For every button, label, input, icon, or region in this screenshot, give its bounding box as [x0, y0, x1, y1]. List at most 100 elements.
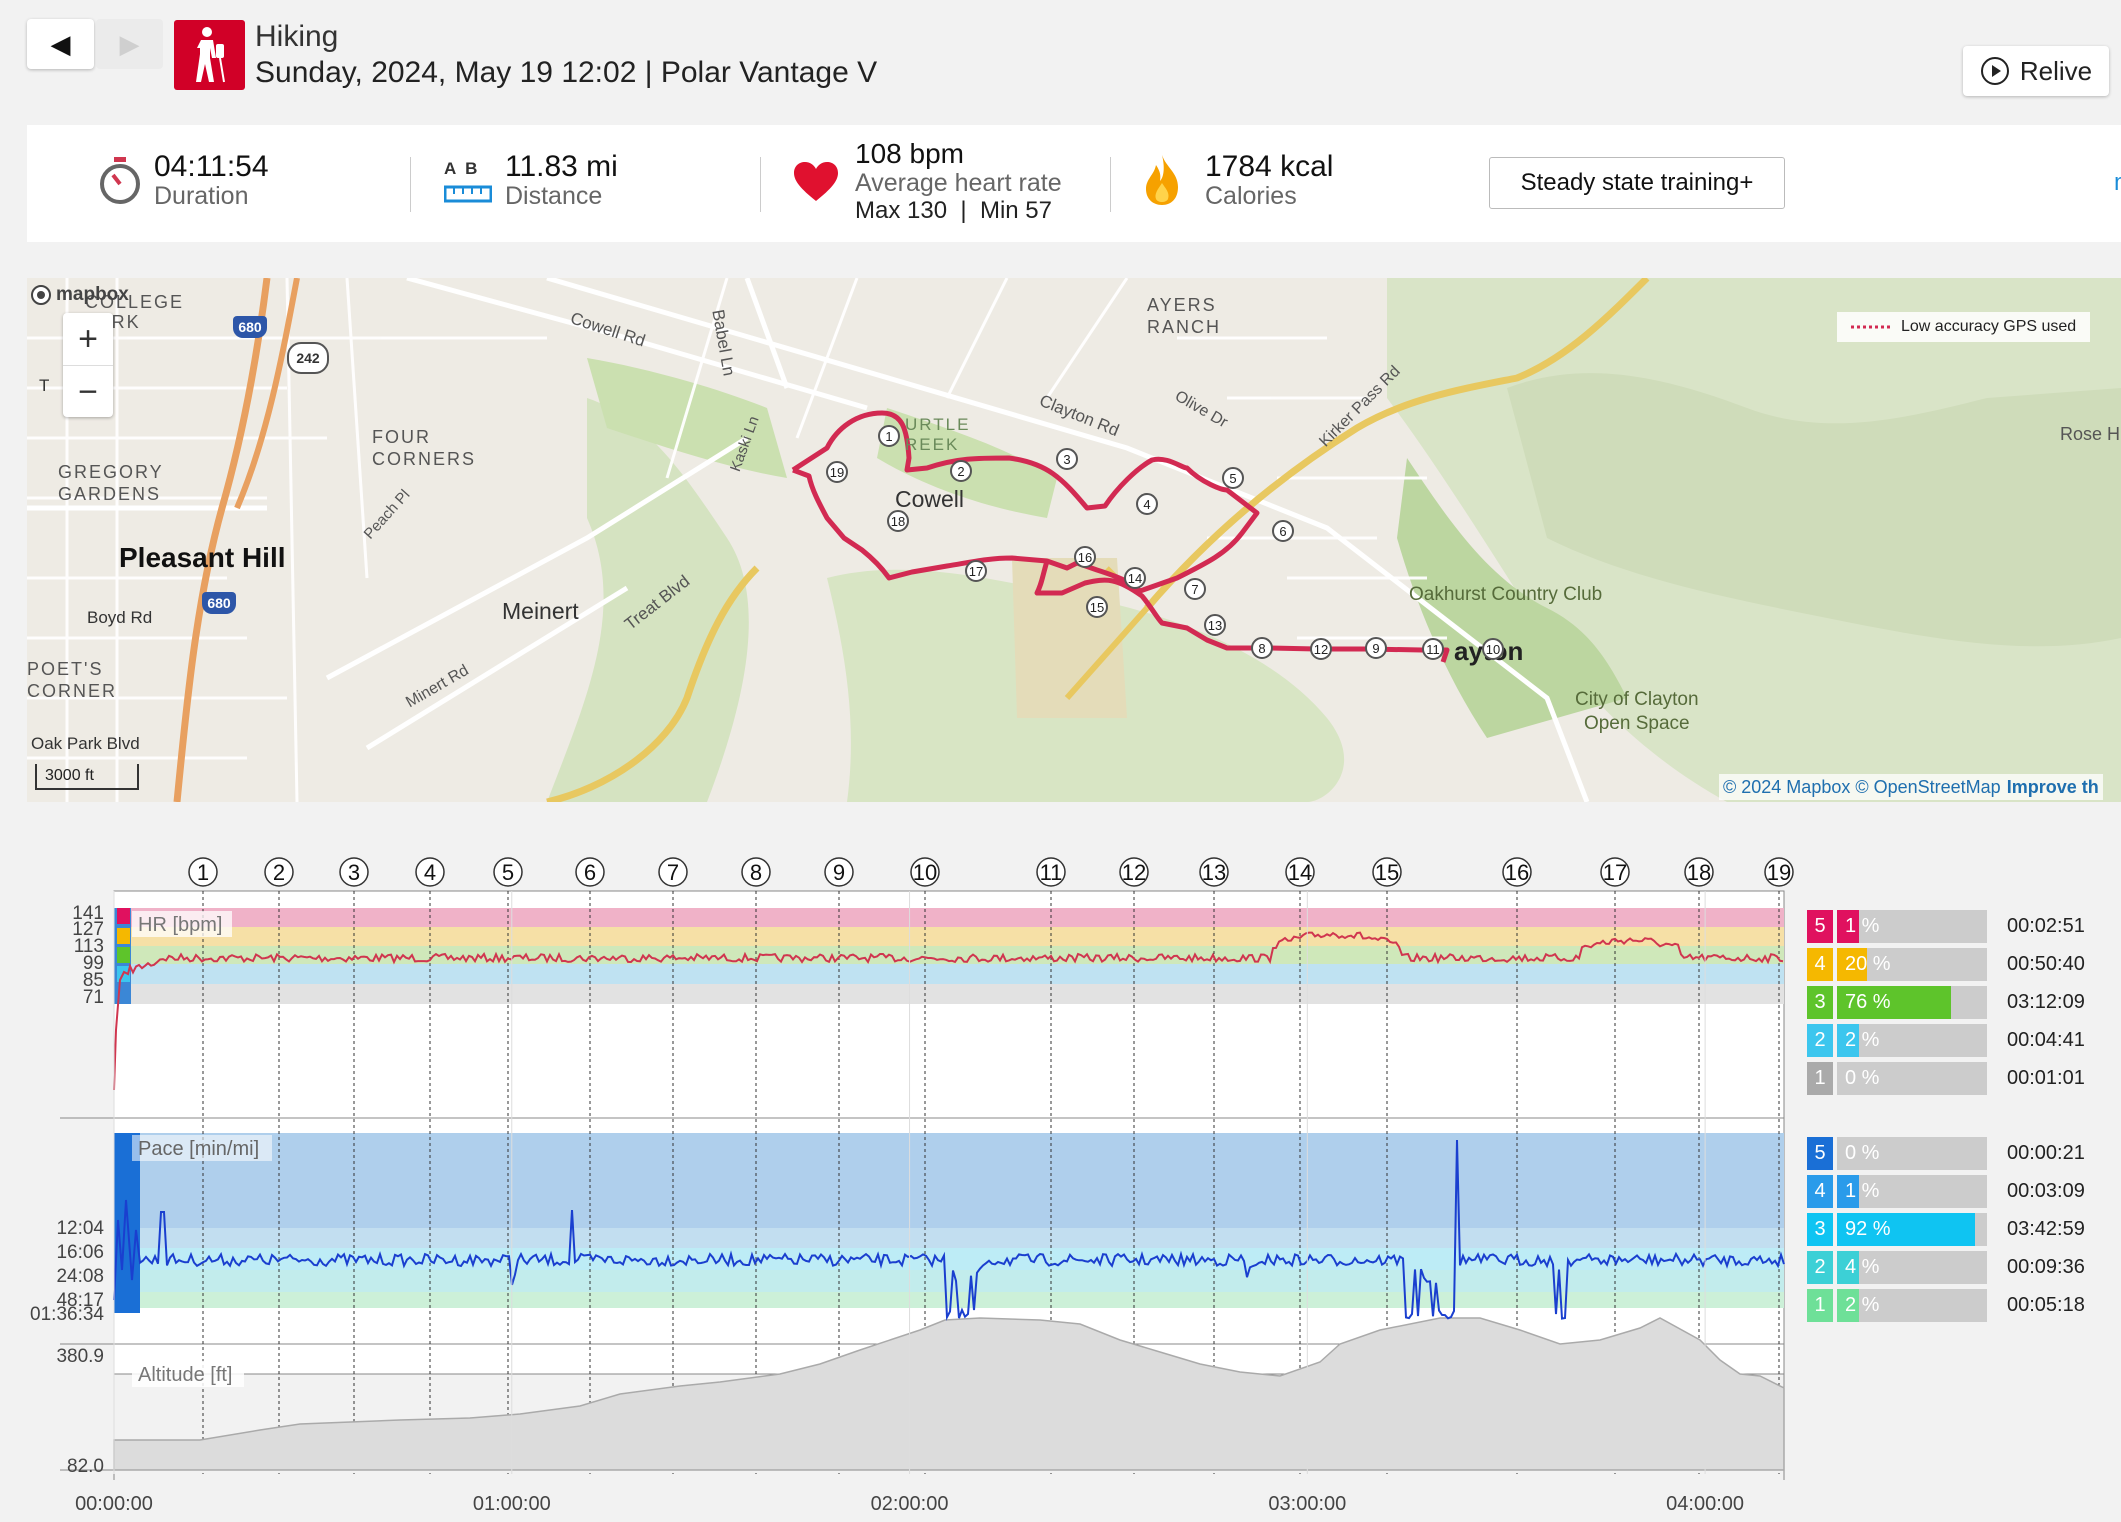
zone-percent: 92 % — [1845, 1218, 1891, 1240]
zone-number: 5 — [1807, 1137, 1833, 1170]
altitude-tick-label: 82.0 — [67, 1456, 104, 1477]
heart-icon — [794, 162, 838, 201]
altitude-tick-label: 380.9 — [56, 1346, 104, 1367]
zone-bar-fill — [1837, 1213, 1975, 1246]
map-label-rose: Rose H — [2060, 424, 2121, 444]
zoom-out-button[interactable]: − — [78, 372, 98, 411]
map-label-meinert: Meinert — [502, 598, 579, 624]
hr-tick-label: 141 — [72, 903, 104, 924]
pace-line — [113, 1139, 1785, 1321]
lap-badge-circle — [1764, 857, 1794, 887]
summary-bar: 04:11:54 Duration A B 11.83 mi Distance … — [27, 125, 2121, 242]
hr-tick-label: 99 — [83, 953, 104, 974]
lap-badge-label[interactable]: 2 — [273, 860, 285, 885]
duration-value: 04:11:54 — [154, 150, 269, 183]
sport-title: Hiking — [255, 20, 339, 53]
map-lap-marker: 10 — [1482, 638, 1504, 660]
route-map[interactable]: COLLEGE PARK GREGORY GARDENS FOUR CORNER… — [27, 278, 2121, 802]
lap-badge-circle — [264, 857, 294, 887]
lap-badge-circle — [1285, 857, 1315, 887]
map-lap-marker: 15 — [1086, 596, 1108, 618]
lap-badge-circle — [339, 857, 369, 887]
workout-charts[interactable]: 1 2 3 4 5 6 7 8 9 10 11 12 13 14 15 16 17 18 19 HR [bpm] P… — [0, 840, 2121, 1522]
hr-tick-label: 113 — [74, 936, 104, 957]
heart-rate-minmax: Max 130 | Min 57 — [855, 197, 1052, 224]
distance-ab-label: A B — [444, 159, 478, 178]
pace-tick-label: 12:04 — [56, 1218, 104, 1239]
hr-zones-row: 1 0 % — [1807, 1062, 1987, 1095]
zone-number: 3 — [1807, 1213, 1833, 1246]
lap-badge-circle — [493, 857, 523, 887]
improve-map-link[interactable]: Improve th — [2006, 776, 2099, 797]
zone-bar-fill — [1837, 1175, 1859, 1208]
more-link[interactable]: mo — [2114, 169, 2121, 197]
zone-bar-fill — [1837, 1289, 1859, 1322]
lap-divider-lines — [202, 891, 1780, 1474]
forward-button[interactable]: ▶ — [96, 19, 163, 69]
calories-label: Calories — [1205, 182, 1297, 210]
lap-badge-label[interactable]: 8 — [750, 860, 762, 885]
stopwatch-icon — [100, 157, 140, 204]
lap-badge-label[interactable]: 7 — [667, 860, 679, 885]
hr-tick-label: 71 — [83, 987, 104, 1008]
lap-badge-circle — [1036, 857, 1066, 887]
zone-percent: 4 % — [1845, 1256, 1880, 1278]
x-axis-ticks: 00:00:00 01:00:00 02:00:00 03:00:00 04:00:00 — [75, 891, 1744, 1515]
gps-legend: Low accuracy GPS used — [1837, 312, 2091, 342]
zone-bar-track — [1837, 910, 1987, 943]
route-242-shield-icon: 242 — [287, 342, 329, 374]
lap-badge-label[interactable]: 16 — [1505, 860, 1529, 885]
hr-zones-row: 5 1 % — [1807, 910, 1987, 943]
lap-badge-circle — [910, 857, 940, 887]
lap-badge-label[interactable]: 3 — [348, 860, 360, 885]
map-lap-marker: 16 — [1074, 546, 1096, 568]
lap-badge-circle — [1502, 857, 1532, 887]
zone-bar-fill — [1837, 986, 1951, 1019]
relive-label: Relive — [2019, 55, 2093, 86]
distance-label: Distance — [505, 182, 603, 210]
lap-badge-circle — [1684, 857, 1714, 887]
attribution-text[interactable]: © 2024 Mapbox © OpenStreetMap — [1723, 776, 2001, 797]
lap-badge-circle — [741, 857, 771, 887]
pace-zones-row: 4 1 % — [1807, 1175, 1987, 1208]
relive-button[interactable]: Relive — [1963, 46, 2109, 96]
lap-badge-label[interactable]: 9 — [833, 860, 845, 885]
lap-badge-label[interactable]: 12 — [1122, 860, 1146, 885]
pace-zones-row: 1 2 % — [1807, 1289, 1987, 1322]
time-tick-label: 01:00:00 — [473, 1493, 551, 1515]
lap-badge-label[interactable]: 19 — [1767, 860, 1791, 885]
lap-badge-circle — [658, 857, 688, 887]
lap-badge-label[interactable]: 5 — [502, 860, 514, 885]
lap-badges: 1 2 3 4 5 6 7 8 9 10 11 12 13 14 15 16 17 18 19 — [188, 857, 1794, 887]
zone-time: 00:09:36 — [2007, 1256, 2085, 1278]
zone-percent: 1 % — [1845, 1180, 1880, 1202]
lap-badge-label[interactable]: 6 — [584, 860, 596, 885]
lap-badge-label[interactable]: 10 — [913, 860, 937, 885]
zone-percent: 0 % — [1845, 1142, 1880, 1164]
zone-percent: 1 % — [1845, 915, 1880, 937]
zone-bar-fill — [1837, 1024, 1859, 1057]
zone-percent: 2 % — [1845, 1029, 1880, 1051]
zone-time: 00:01:01 — [2007, 1067, 2085, 1089]
lap-badge-label[interactable]: 4 — [424, 860, 436, 885]
lap-badge-label[interactable]: 11 — [1040, 860, 1063, 885]
zoom-in-button[interactable]: + — [63, 313, 113, 366]
lap-badge-label[interactable]: 15 — [1375, 860, 1399, 885]
play-circle-icon — [1980, 57, 2009, 85]
back-button[interactable]: ◀ — [27, 19, 94, 69]
heart-rate-line — [113, 931, 1784, 1091]
zone-number: 2 — [1807, 1024, 1833, 1057]
lap-badge-label[interactable]: 1 — [197, 860, 209, 885]
lap-badge-label[interactable]: 14 — [1288, 860, 1312, 885]
training-benefit-button[interactable]: Steady state training+ — [1489, 157, 1785, 209]
lap-badge-circle — [188, 857, 218, 887]
zone-bar-track — [1837, 1289, 1987, 1322]
lap-badge-label[interactable]: 13 — [1202, 860, 1226, 885]
gps-legend-text: Low accuracy GPS used — [1901, 318, 2077, 335]
altitude-axis-label: Altitude [ft] — [138, 1364, 233, 1386]
zone-number: 3 — [1807, 986, 1833, 1019]
lap-badge-label[interactable]: 18 — [1687, 860, 1711, 885]
lap-badge-label[interactable]: 17 — [1603, 860, 1627, 885]
i680-shield-icon-2: 680 — [202, 592, 236, 614]
map-lap-marker: 17 — [965, 560, 987, 582]
